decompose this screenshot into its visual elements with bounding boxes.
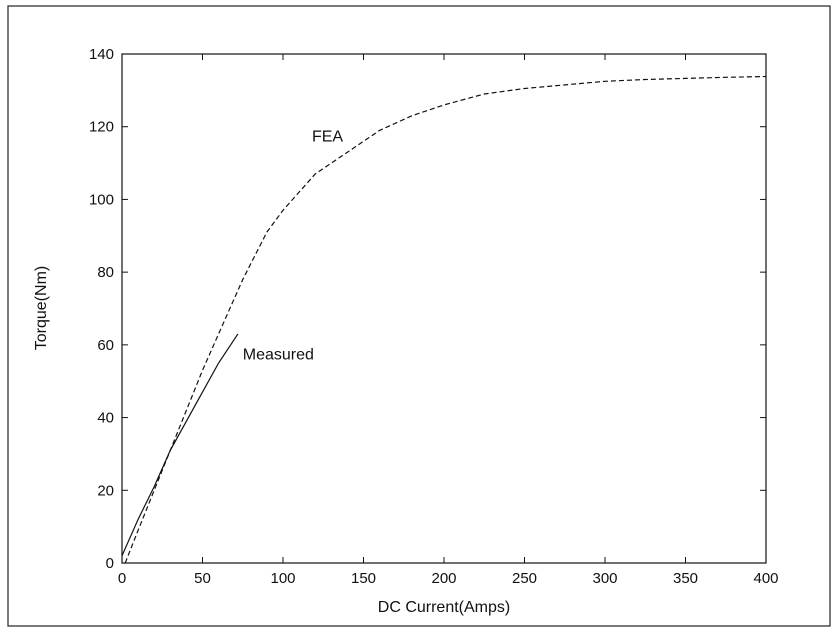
annotation-label: Measured	[243, 346, 314, 363]
y-tick-label: 80	[97, 264, 114, 281]
y-tick-label: 0	[106, 555, 114, 572]
y-axis-ticks: 0 20 40 60 80 100 120 140	[89, 46, 766, 572]
y-tick-label: 120	[89, 119, 114, 136]
annotation-layer: FEA Measured	[243, 128, 344, 363]
x-tick-label: 400	[753, 570, 778, 587]
series-line-fea	[124, 75, 767, 564]
plot-area	[121, 53, 767, 564]
y-axis-label: Torque(Nm)	[33, 266, 50, 350]
x-axis-label: DC Current(Amps)	[378, 599, 510, 616]
y-tick-label: 140	[89, 46, 114, 63]
series-line-measured	[121, 333, 239, 556]
x-tick-label: 50	[194, 570, 211, 587]
series-layer	[121, 75, 767, 564]
x-tick-label: 150	[351, 570, 376, 587]
annotation-label: FEA	[312, 128, 343, 145]
y-tick-label: 60	[97, 337, 114, 354]
x-tick-label: 0	[118, 570, 126, 587]
x-tick-label: 200	[431, 570, 456, 587]
y-tick-label: 40	[97, 410, 114, 427]
x-tick-label: 100	[270, 570, 295, 587]
figure-border	[7, 5, 831, 627]
y-tick-label: 20	[97, 482, 114, 499]
x-tick-label: 300	[592, 570, 617, 587]
y-tick-label: 100	[89, 191, 114, 208]
x-tick-label: 250	[512, 570, 537, 587]
x-axis-ticks: 0 50 100 150 200 250 300 350 400	[118, 54, 779, 587]
x-tick-label: 350	[673, 570, 698, 587]
